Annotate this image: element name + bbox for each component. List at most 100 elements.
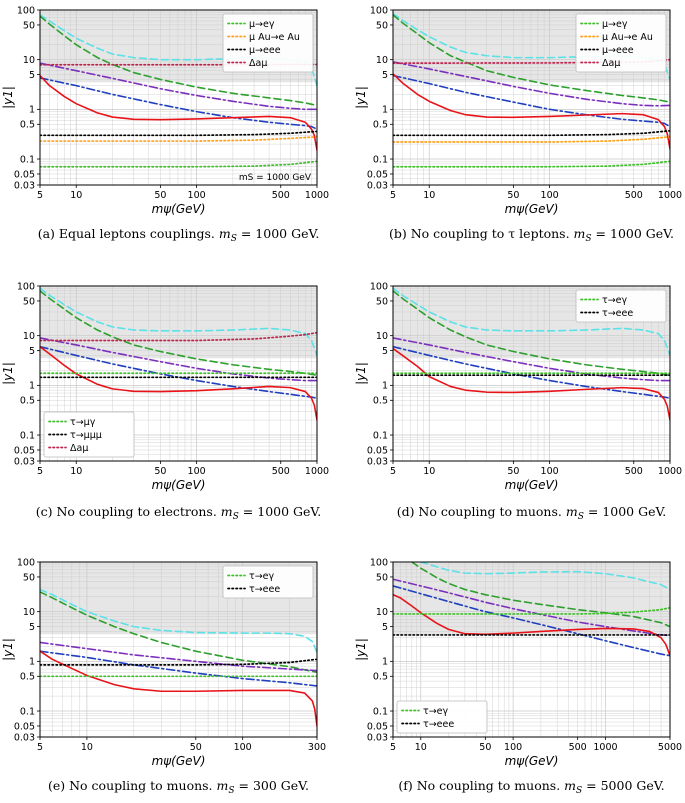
- series-line-red: [393, 72, 670, 150]
- panel-caption: (b) No coupling to τ leptons. mS = 1000 …: [389, 226, 674, 244]
- legend-label: τ→μμμ: [70, 430, 102, 441]
- y-axis-label: |y1|: [354, 362, 368, 385]
- y-tick-label: 100: [17, 5, 35, 16]
- plot-frame: [392, 285, 671, 462]
- series-line-black-dot: [393, 129, 670, 137]
- series-line-green-dot: [40, 160, 317, 168]
- y-tick-label: 0.5: [373, 120, 388, 131]
- series-line-green-dot: [393, 606, 670, 615]
- series-line-red: [40, 345, 317, 421]
- y-tick-label: 0.03: [367, 456, 388, 467]
- y-tick-label: 5: [382, 346, 388, 357]
- x-tick-label: 500: [625, 466, 643, 477]
- y-tick-label: 0.05: [367, 721, 388, 732]
- plot-frame: [392, 9, 671, 186]
- series-line-cyan: [420, 562, 670, 591]
- x-tick-label: 100: [188, 466, 206, 477]
- legend-label: μ Au→e Au: [249, 32, 300, 43]
- series-line-green: [393, 290, 670, 377]
- y-tick-label: 100: [370, 5, 388, 16]
- panel-caption: (e) No coupling to muons. mS = 300 GeV.: [48, 778, 309, 796]
- series-line-black-dot: [40, 658, 317, 666]
- y-tick-label: 100: [17, 281, 35, 292]
- x-tick-label: 100: [504, 742, 522, 753]
- y-tick-label: 1: [29, 381, 35, 392]
- x-axis-label: mψ(GeV): [152, 202, 206, 216]
- panel-caption: (f) No coupling to muons. mS = 5000 GeV.: [398, 778, 664, 796]
- y-tick-label: 0.5: [20, 120, 35, 131]
- panel-b: 5 10 50 100 500 10000.030.050.10.5151050100mψ…: [354, 5, 682, 244]
- series-line-orange-dot: [40, 135, 317, 142]
- y-tick-label: 0.03: [367, 732, 388, 743]
- x-tick-label: 1000: [305, 190, 329, 201]
- y-tick-label: 50: [23, 20, 35, 31]
- x-tick-label: 1000: [305, 466, 329, 477]
- series-line-cyan: [40, 588, 317, 654]
- series-line-green: [411, 562, 670, 628]
- x-tick-label: 1000: [658, 190, 682, 201]
- series-group: [393, 562, 670, 657]
- x-tick-label: 5000: [658, 742, 682, 753]
- series-line-black-dot: [40, 130, 317, 137]
- series-line-green: [40, 15, 317, 107]
- x-tick-label: 300: [308, 742, 326, 753]
- y-tick-label: 5: [382, 70, 388, 81]
- x-tick-label: 1000: [593, 742, 617, 753]
- legend-box: [222, 13, 314, 73]
- x-axis-label: mψ(GeV): [152, 754, 206, 768]
- y-tick-label: 10: [23, 331, 35, 342]
- legend-box: [222, 565, 314, 599]
- x-tick-label: 500: [272, 190, 290, 201]
- plot-frame: [39, 561, 318, 738]
- panel-caption: (d) No coupling to muons. mS = 1000 GeV.: [397, 504, 667, 522]
- legend-label: μ→eγ: [249, 19, 275, 30]
- x-tick-label: 50: [154, 190, 166, 201]
- legend-label: μ→eγ: [602, 19, 628, 30]
- y-tick-label: 0.1: [20, 706, 35, 717]
- y-tick-label: 0.05: [14, 169, 35, 180]
- y-tick-label: 5: [382, 622, 388, 633]
- x-axis-label: mψ(GeV): [505, 478, 559, 492]
- legend: τ→eγ τ→eee: [222, 565, 314, 599]
- y-tick-label: 10: [23, 607, 35, 618]
- series-line-red: [40, 650, 317, 727]
- y-tick-label: 5: [29, 70, 35, 81]
- x-tick-label: 50: [154, 466, 166, 477]
- x-tick-label: 100: [188, 190, 206, 201]
- y-tick-label: 100: [17, 557, 35, 568]
- grid: [393, 286, 670, 461]
- y-tick-label: 5: [29, 622, 35, 633]
- y-tick-label: 1: [29, 657, 35, 668]
- x-tick-label: 1000: [658, 466, 682, 477]
- x-tick-label: 5: [37, 466, 43, 477]
- x-tick-label: 5: [390, 742, 396, 753]
- series-line-cyan: [393, 287, 670, 357]
- x-tick-label: 10: [81, 742, 93, 753]
- panel-annotation: mS = 1000 GeV: [239, 173, 312, 183]
- x-tick-label: 50: [479, 742, 491, 753]
- y-tick-label: 0.05: [367, 169, 388, 180]
- legend-label: μ→eee: [249, 45, 281, 56]
- x-tick-label: 100: [541, 466, 559, 477]
- x-tick-label: 500: [569, 742, 587, 753]
- legend-label: τ→eee: [249, 584, 280, 595]
- series-line-blue: [393, 74, 670, 128]
- y-tick-label: 50: [23, 296, 35, 307]
- series-line-blue: [40, 345, 317, 400]
- y-tick-label: 100: [370, 557, 388, 568]
- y-tick-label: 0.05: [14, 445, 35, 456]
- x-tick-label: 50: [190, 742, 202, 753]
- series-group: [393, 287, 670, 421]
- panel-caption: (c) No coupling to electrons. mS = 1000 …: [36, 504, 321, 522]
- series-group: [40, 287, 317, 421]
- x-tick-label: 100: [234, 742, 252, 753]
- y-tick-label: 10: [376, 331, 388, 342]
- series-line-purple: [40, 337, 317, 382]
- excluded-region: [40, 286, 317, 359]
- y-axis-label: |y1|: [354, 638, 368, 661]
- y-tick-label: 0.5: [373, 672, 388, 683]
- y-tick-label: 10: [376, 55, 388, 66]
- x-tick-label: 50: [507, 466, 519, 477]
- legend-label: τ→eγ: [423, 706, 449, 717]
- x-tick-label: 10: [70, 190, 82, 201]
